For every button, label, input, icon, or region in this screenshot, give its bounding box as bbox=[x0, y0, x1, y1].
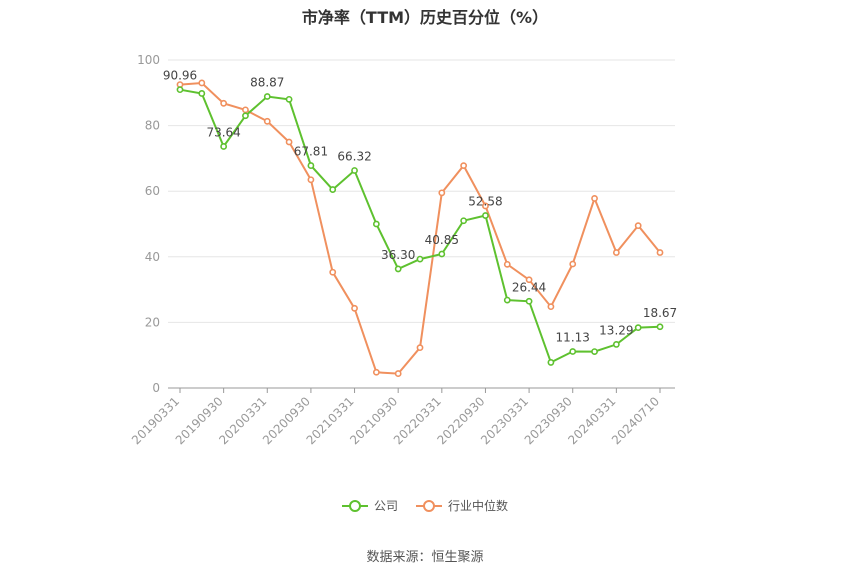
data-label: 66.32 bbox=[337, 149, 371, 163]
source-note: 数据来源：恒生聚源 bbox=[366, 550, 484, 565]
data-point bbox=[176, 86, 184, 94]
data-point bbox=[482, 202, 489, 210]
data-point bbox=[503, 260, 511, 268]
data-point bbox=[634, 222, 642, 230]
data-label: 26.44 bbox=[512, 280, 546, 294]
data-point bbox=[634, 324, 642, 332]
data-point bbox=[525, 297, 533, 305]
data-labels: 90.96 73.64 88.87 67.81 66.32 36.30 40.85 52.58… bbox=[163, 69, 677, 345]
legend-company-marker bbox=[341, 499, 368, 512]
data-label: 36.30 bbox=[381, 248, 415, 262]
y-tick-label: 60 bbox=[145, 184, 160, 198]
data-label: 52.58 bbox=[468, 195, 502, 209]
data-point bbox=[656, 249, 664, 256]
data-point bbox=[656, 323, 664, 331]
data-label: 67.81 bbox=[294, 145, 328, 159]
data-point bbox=[351, 304, 358, 312]
data-point bbox=[307, 176, 315, 184]
x-tick-label: 20240710 bbox=[609, 394, 662, 447]
data-point bbox=[220, 99, 228, 107]
data-point bbox=[591, 195, 598, 202]
data-point bbox=[329, 268, 337, 276]
grid-lines bbox=[168, 59, 675, 323]
y-tick-label: 100 bbox=[137, 53, 160, 67]
data-point bbox=[416, 255, 424, 263]
data-point bbox=[198, 90, 206, 97]
y-tick-label: 80 bbox=[145, 119, 160, 133]
data-point bbox=[242, 106, 249, 114]
legend-item-company[interactable]: 公司 bbox=[341, 497, 398, 514]
data-point bbox=[285, 95, 293, 103]
data-label: 18.67 bbox=[643, 306, 677, 320]
data-label: 11.13 bbox=[556, 330, 590, 344]
data-point bbox=[416, 344, 424, 352]
data-point bbox=[438, 250, 446, 258]
data-label: 88.87 bbox=[250, 76, 284, 90]
data-point bbox=[198, 79, 206, 87]
data-point bbox=[547, 303, 555, 311]
x-axis-ticks: 2019033120190930202003312020093020210331… bbox=[129, 388, 662, 447]
legend: 公司 行业中位数 bbox=[0, 497, 850, 514]
legend-item-industry[interactable]: 行业中位数 bbox=[416, 497, 508, 514]
series-line-company bbox=[179, 88, 661, 364]
data-point bbox=[525, 276, 533, 284]
data-point bbox=[242, 112, 249, 120]
data-point bbox=[263, 93, 271, 100]
chart-title: 市净率（TTM）历史百分位（%） bbox=[301, 8, 549, 27]
legend-company-label: 公司 bbox=[373, 499, 398, 513]
data-point bbox=[329, 186, 337, 193]
y-axis-ticks: 0 20 40 60 80 100 bbox=[137, 53, 160, 395]
y-tick-label: 20 bbox=[145, 315, 160, 329]
series-lines bbox=[176, 79, 664, 377]
data-point bbox=[569, 260, 577, 268]
data-point bbox=[503, 296, 511, 304]
data-point bbox=[569, 348, 577, 355]
data-point bbox=[307, 162, 315, 169]
data-point bbox=[438, 189, 446, 197]
legend-industry-label: 行业中位数 bbox=[448, 499, 509, 513]
data-point bbox=[351, 167, 358, 174]
data-point bbox=[460, 217, 468, 225]
data-point bbox=[372, 368, 380, 376]
data-point bbox=[394, 370, 402, 377]
data-point bbox=[394, 265, 402, 273]
data-point bbox=[263, 117, 271, 125]
data-point bbox=[612, 341, 620, 348]
data-label: 40.85 bbox=[425, 233, 459, 247]
data-point bbox=[460, 162, 468, 170]
y-tick-label: 40 bbox=[145, 250, 160, 264]
data-label: 13.29 bbox=[599, 323, 633, 337]
legend-industry-marker bbox=[416, 499, 442, 512]
data-point bbox=[547, 359, 555, 366]
data-point bbox=[482, 212, 489, 219]
data-point bbox=[372, 220, 380, 228]
data-label: 73.64 bbox=[206, 125, 240, 139]
data-point bbox=[285, 138, 293, 146]
data-point bbox=[591, 348, 598, 355]
data-point bbox=[612, 249, 620, 256]
data-point bbox=[220, 143, 228, 150]
y-tick-label: 0 bbox=[152, 381, 160, 395]
data-label: 90.96 bbox=[163, 69, 197, 83]
